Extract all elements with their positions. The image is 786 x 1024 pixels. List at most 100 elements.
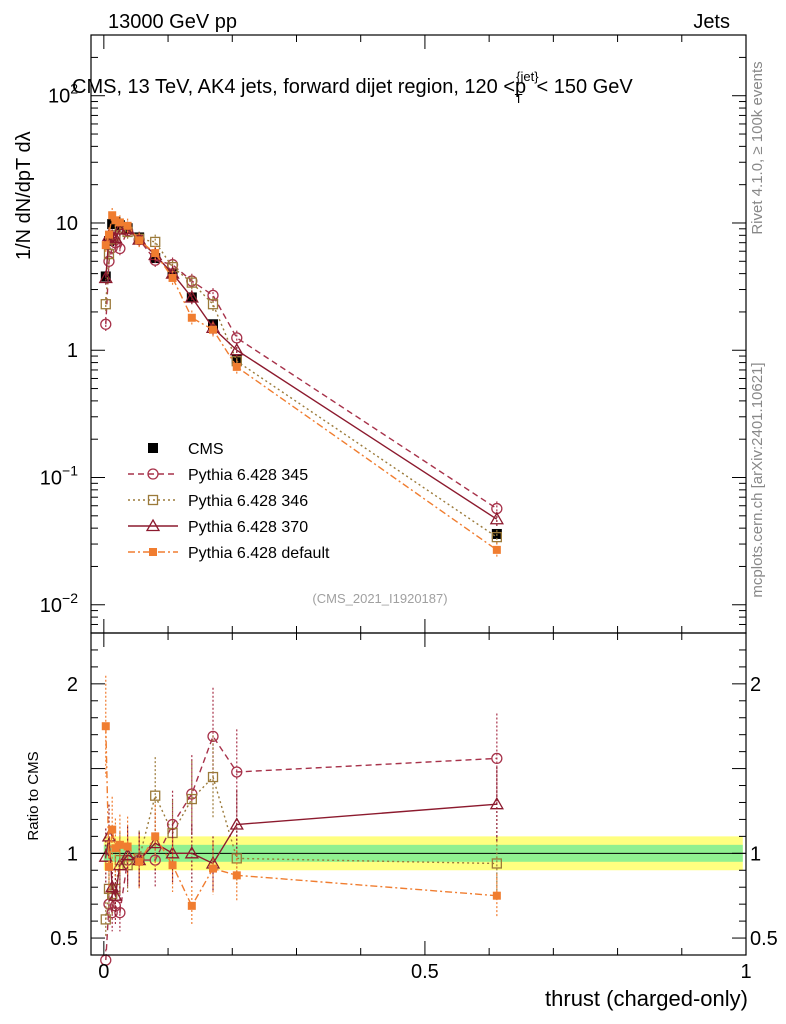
- ratio-series-1: [100, 735, 502, 937]
- data-point: [103, 248, 115, 260]
- ratio-point: [101, 722, 110, 731]
- ratio-y-tick-label: 1: [67, 843, 78, 865]
- ratio-point: [491, 752, 503, 765]
- ratio-point: [108, 825, 117, 834]
- data-point: [491, 531, 502, 543]
- ratio-y-tick-label-right: 0.5: [750, 928, 778, 950]
- data-point: [187, 313, 196, 322]
- legend-marker: [148, 443, 158, 453]
- data-point: [98, 270, 113, 284]
- main-y-label: 1/N dN/dpT dλ: [13, 131, 35, 260]
- ratio-point: [207, 730, 219, 743]
- data-point: [123, 221, 132, 230]
- legend-label: Pythia 6.428 346: [188, 493, 308, 510]
- ratio-point: [112, 857, 128, 871]
- ratio-y-tick-label-right: 2: [750, 674, 761, 696]
- ratio-point: [186, 793, 197, 805]
- data-point: [115, 218, 124, 227]
- series-0: [100, 216, 502, 539]
- data-point: [100, 318, 112, 330]
- data-point: [114, 242, 126, 255]
- analysis-id: (CMS_2021_I1920187): [312, 591, 447, 606]
- header-left: 13000 GeV pp: [108, 11, 237, 33]
- ratio-point: [114, 906, 126, 919]
- ratio-point: [232, 871, 241, 880]
- y-tick-label: 1: [67, 340, 78, 362]
- ratio-y-tick-label: 0.5: [50, 928, 78, 950]
- ratio-point: [229, 817, 244, 830]
- ratio-point: [165, 846, 180, 859]
- data-point: [101, 241, 110, 250]
- ratio-point: [491, 858, 502, 869]
- series-4: [101, 208, 501, 558]
- legend-label: Pythia 6.428 default: [188, 545, 330, 562]
- main-y-label-text: 1/N dN/dpT dλ: [13, 131, 35, 260]
- data-point: [100, 299, 111, 310]
- legend-item-1: Pythia 6.428 345: [128, 467, 308, 484]
- ratio-point: [115, 840, 124, 849]
- ratio-y-tick-label-right: 1: [750, 843, 761, 865]
- data-point: [108, 211, 117, 220]
- legend-marker: [147, 468, 159, 480]
- data-point: [151, 249, 160, 258]
- ratio-point: [207, 771, 219, 783]
- mcplots-label: mcplots.cern.ch [arXiv:2401.10621]: [749, 362, 766, 597]
- data-point: [135, 236, 144, 245]
- ratio-point: [209, 864, 218, 873]
- x-tick-label: 0: [98, 961, 109, 983]
- ratio-frame: [90, 632, 747, 956]
- legend-item-2: Pythia 6.428 346: [128, 493, 308, 510]
- ratio-point: [489, 796, 504, 810]
- ratio-point: [151, 832, 160, 841]
- legend-item-3: Pythia 6.428 370: [128, 518, 308, 536]
- ratio-point: [98, 849, 113, 862]
- rivet-label: Rivet 4.1.0, ≥ 100k events: [749, 61, 766, 234]
- data-point: [112, 222, 128, 235]
- y-tick-label: 10−2: [40, 590, 78, 617]
- y-tick-label: 10−1: [40, 463, 78, 490]
- data-point: [184, 290, 199, 303]
- x-tick-label: 1: [740, 961, 751, 983]
- legend-item-0: CMS: [148, 441, 224, 458]
- ratio-point: [123, 842, 132, 851]
- x-tick-label: 0.5: [411, 961, 439, 983]
- ratio-point: [104, 862, 113, 871]
- series-line: [105, 226, 498, 538]
- data-point: [489, 511, 504, 525]
- ratio-point: [168, 861, 177, 870]
- data-point: [231, 332, 243, 344]
- legend-marker: [147, 494, 159, 506]
- ratio-point: [187, 901, 196, 910]
- data-point: [229, 342, 244, 356]
- ratio-point: [100, 914, 111, 925]
- ratio-point: [150, 790, 161, 801]
- data-point: [111, 216, 120, 225]
- ratio-point: [108, 888, 123, 901]
- legend-label: Pythia 6.428 370: [188, 519, 308, 536]
- ratio-y-tick-label: 2: [67, 674, 78, 696]
- x-axis-label: thrust (charged-only): [545, 986, 748, 1011]
- ratio-series-3: [101, 675, 501, 926]
- ratio-y-label: Ratio to CMS: [25, 751, 42, 840]
- data-point: [104, 230, 113, 239]
- data-point: [186, 277, 197, 288]
- data-point: [492, 545, 501, 554]
- y-tick-label: 10: [56, 213, 78, 235]
- ratio-point: [492, 891, 501, 900]
- ratio-point: [120, 847, 135, 861]
- legend-label: Pythia 6.428 345: [188, 467, 308, 484]
- data-point: [232, 362, 241, 371]
- main-frame: [90, 34, 747, 634]
- chart-title: CMS, 13 TeV, AK4 jets, forward dijet reg…: [72, 69, 633, 106]
- ratio-point: [231, 766, 243, 778]
- data-point: [207, 299, 219, 310]
- legend-marker: [149, 548, 157, 556]
- ratio-point: [111, 844, 120, 853]
- data-point: [168, 273, 177, 282]
- header-right: Jets: [693, 11, 730, 33]
- data-point: [209, 325, 218, 334]
- ratio-point: [184, 846, 199, 859]
- ratio-point: [135, 857, 144, 866]
- legend-marker: [145, 518, 161, 532]
